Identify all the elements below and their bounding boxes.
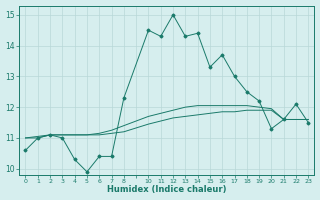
X-axis label: Humidex (Indice chaleur): Humidex (Indice chaleur) xyxy=(107,185,227,194)
